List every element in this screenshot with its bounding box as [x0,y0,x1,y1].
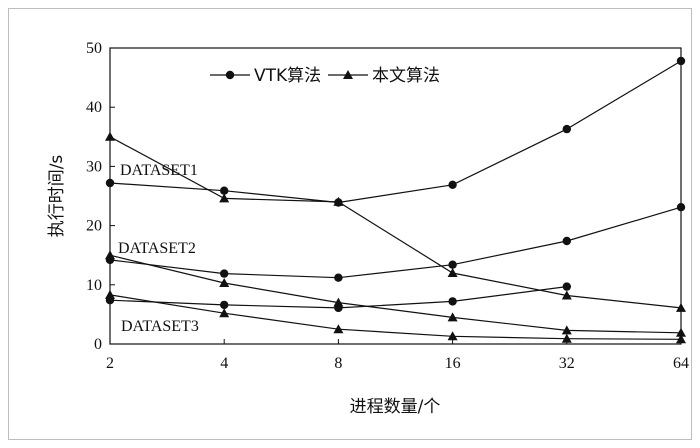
annotation-dataset3: DATASET3 [121,318,199,335]
data-point-triangle [219,308,230,318]
x-tick-label: 64 [673,355,689,372]
data-point-circle [676,56,686,66]
y-tick-label: 10 [86,277,102,294]
x-tick-label: 4 [220,355,228,372]
data-point-triangle [333,196,344,206]
x-tick-label: 32 [559,355,575,372]
data-point-triangle [676,334,686,344]
legend-label-vtk: VTK算法 [254,66,321,86]
data-point-triangle [333,324,344,334]
data-point-triangle [561,333,572,343]
data-point-triangle [447,268,458,277]
data-point-circle [220,300,229,310]
data-point-circle [220,186,229,195]
data-point-circle [676,203,686,212]
annotation-dataset2: DATASET2 [118,240,196,257]
legend-marker-circle [225,70,235,80]
y-tick-label: 40 [86,99,102,116]
data-point-circle [562,282,571,291]
data-point-triangle [561,290,572,300]
series-line-dataset2-triangle [109,254,682,334]
data-point-triangle [333,297,344,307]
series-layer [109,60,682,340]
legend-marker-triangle [343,70,353,79]
x-tick-label: 2 [106,355,114,372]
y-tick-label: 30 [86,158,102,175]
series-line-dataset3-triangle [109,294,682,340]
axes: 2 4 8 16 32 64 0 10 20 30 40 50 [86,40,689,372]
x-tick-label: 8 [334,355,342,372]
data-point-circle [105,178,115,188]
data-point-triangle [447,331,458,341]
x-tick-label: 16 [445,355,461,372]
legend-label-ours: 本文算法 [372,66,440,86]
y-axis-title: 执行时间/s [47,155,67,238]
data-point-triangle [105,131,115,141]
annotation-dataset1: DATASET1 [120,162,198,179]
data-point-circle [448,260,457,269]
data-point-circle [448,180,457,189]
y-tick-label: 20 [86,218,102,235]
plot-area [109,47,682,345]
data-point-triangle [561,325,572,335]
data-point-triangle [447,312,458,322]
legend: VTK算法 本文算法 [210,66,440,86]
data-point-circle [220,269,229,278]
data-point-triangle [676,327,686,337]
data-point-triangle [219,278,230,287]
series-line-dataset2-circle [109,206,682,279]
data-point-circle [448,297,457,306]
data-point-circle [562,236,571,246]
data-point-triangle [676,302,686,312]
y-tick-label: 50 [86,40,102,57]
series-line-dataset1-circle [109,60,682,204]
data-point-circle [334,303,343,313]
data-point-triangle [105,250,115,260]
chart-frame [8,8,692,440]
data-point-triangle [219,193,230,203]
x-axis-title: 进程数量/个 [350,397,441,417]
y-tick-label: 0 [94,336,102,353]
series-line-dataset1-triangle [109,136,682,309]
data-point-triangle [105,289,115,299]
marker-layer [105,56,686,344]
data-point-circle [562,124,571,134]
data-point-circle [334,273,343,282]
